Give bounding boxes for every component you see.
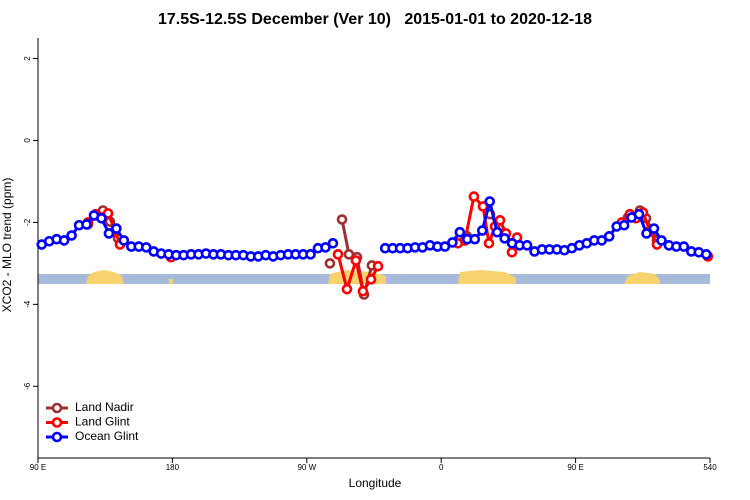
legend-marker bbox=[51, 431, 63, 443]
data-point bbox=[521, 240, 533, 251]
legend-marker bbox=[51, 417, 63, 428]
data-point bbox=[499, 233, 510, 244]
y-tick-label: -4 bbox=[23, 300, 32, 308]
data-point bbox=[332, 249, 344, 260]
land-patch bbox=[86, 270, 124, 284]
chart-title: 17.5S-12.5S December (Ver 10) 2015-01-01… bbox=[158, 11, 592, 28]
y-tick-label: 0 bbox=[23, 138, 32, 143]
data-point bbox=[491, 226, 503, 238]
data-point bbox=[327, 237, 339, 249]
data-point bbox=[678, 241, 690, 252]
data-point bbox=[365, 274, 377, 285]
data-point bbox=[66, 230, 77, 241]
x-tick-label: 90 E bbox=[30, 463, 46, 472]
y-tick-label: -6 bbox=[23, 382, 32, 390]
land-patch bbox=[624, 272, 660, 284]
data-point bbox=[111, 223, 122, 234]
data-point bbox=[494, 215, 506, 226]
data-point bbox=[596, 235, 608, 246]
data-point bbox=[484, 196, 496, 207]
x-tick-label: 0 bbox=[439, 463, 444, 472]
data-point bbox=[633, 208, 645, 220]
land-patch bbox=[458, 270, 516, 284]
y-tick-label: 2 bbox=[23, 56, 32, 61]
data-point bbox=[102, 208, 114, 219]
data-point bbox=[656, 235, 667, 246]
x-tick-label: 180 bbox=[166, 463, 180, 472]
y-axis-label: XCO2 - MLO trend (ppm) bbox=[0, 178, 14, 313]
data-point bbox=[81, 219, 92, 230]
data-point bbox=[305, 249, 316, 260]
land-patch bbox=[169, 279, 173, 284]
x-tick-label: 540 bbox=[703, 463, 717, 472]
data-point bbox=[641, 228, 652, 239]
data-point bbox=[468, 191, 480, 202]
data-point bbox=[603, 231, 615, 242]
land-patch bbox=[328, 270, 386, 284]
data-point bbox=[96, 212, 107, 224]
data-point bbox=[118, 235, 130, 246]
data-point bbox=[324, 258, 336, 269]
data-point bbox=[320, 242, 331, 253]
data-point bbox=[454, 226, 466, 238]
data-point bbox=[506, 247, 518, 258]
data-point bbox=[336, 214, 348, 225]
data-point bbox=[469, 233, 481, 245]
legend-label: Land Nadir bbox=[75, 400, 134, 414]
data-point bbox=[357, 285, 369, 297]
legend-label: Land Glint bbox=[75, 415, 130, 429]
data-point bbox=[103, 228, 115, 239]
data-point bbox=[476, 225, 488, 236]
legend-marker bbox=[51, 402, 63, 414]
x-tick-label: 90 E bbox=[567, 463, 583, 472]
series bbox=[36, 196, 712, 262]
data-point bbox=[618, 219, 630, 231]
data-point bbox=[140, 242, 152, 253]
y-tick-label: -2 bbox=[23, 218, 32, 226]
data-point bbox=[700, 249, 712, 260]
data-point bbox=[648, 223, 660, 234]
data-point bbox=[372, 260, 384, 272]
data-point bbox=[447, 237, 458, 248]
data-point bbox=[350, 255, 362, 266]
legend-label: Ocean Glint bbox=[75, 429, 139, 443]
data-point bbox=[58, 235, 70, 246]
x-axis-label: Longitude bbox=[349, 476, 402, 490]
data-point bbox=[483, 237, 495, 249]
data-point bbox=[439, 241, 451, 252]
x-tick-label: 90 W bbox=[297, 463, 316, 472]
data-point bbox=[341, 283, 353, 295]
